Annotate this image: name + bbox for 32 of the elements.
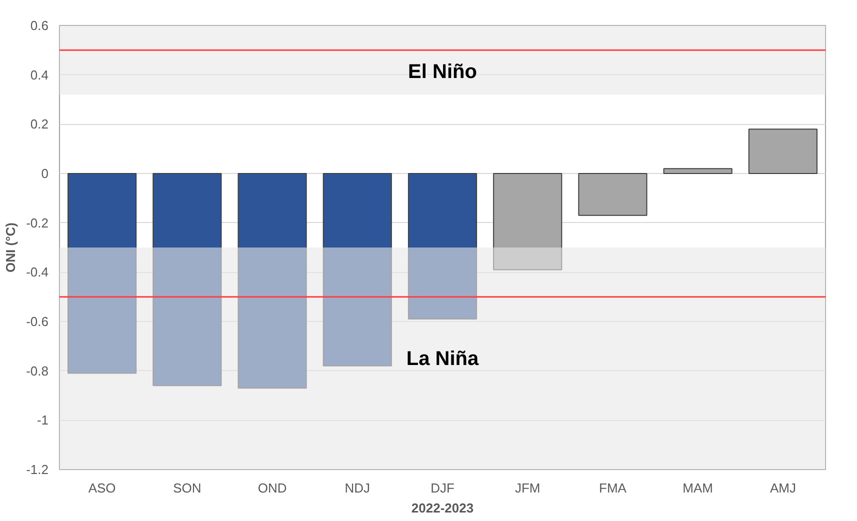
x-tick-label: SON xyxy=(173,480,202,496)
y-tick-label: -1.2 xyxy=(26,462,49,477)
y-tick-label: 0.6 xyxy=(30,18,49,33)
x-tick-label: JFM xyxy=(514,480,540,496)
bar xyxy=(748,128,818,174)
bar xyxy=(493,173,562,270)
x-axis-title: 2022-2023 xyxy=(411,500,474,516)
y-tick-label: -1 xyxy=(36,412,49,428)
bar xyxy=(68,173,137,374)
y-axis-title: ONI (°C) xyxy=(3,222,18,272)
x-tick-label: NDJ xyxy=(344,480,370,496)
y-tick-label: 0.2 xyxy=(30,116,49,132)
ref-line-label: La Niña xyxy=(406,348,480,370)
x-tick-label: MAM xyxy=(682,480,714,496)
x-tick-label: FMA xyxy=(599,480,627,496)
bar xyxy=(322,173,392,366)
bar xyxy=(578,173,648,216)
bar xyxy=(152,173,222,386)
bar xyxy=(663,168,732,174)
x-tick-label: ASO xyxy=(88,480,116,496)
x-tick-label: AMJ xyxy=(770,480,796,496)
y-tick-label: -0.2 xyxy=(26,215,49,230)
bar xyxy=(408,173,478,320)
bar xyxy=(238,173,307,389)
y-tick-label: -0.4 xyxy=(26,264,49,280)
y-tick-label: -0.8 xyxy=(26,363,49,378)
x-tick-label: OND xyxy=(258,480,287,496)
x-tick-label: DJF xyxy=(430,480,454,496)
y-tick-label: 0 xyxy=(41,166,49,181)
ref-line-label: El Niño xyxy=(408,61,477,84)
y-tick-label: -0.6 xyxy=(26,314,49,329)
y-tick-label: 0.4 xyxy=(30,67,49,82)
